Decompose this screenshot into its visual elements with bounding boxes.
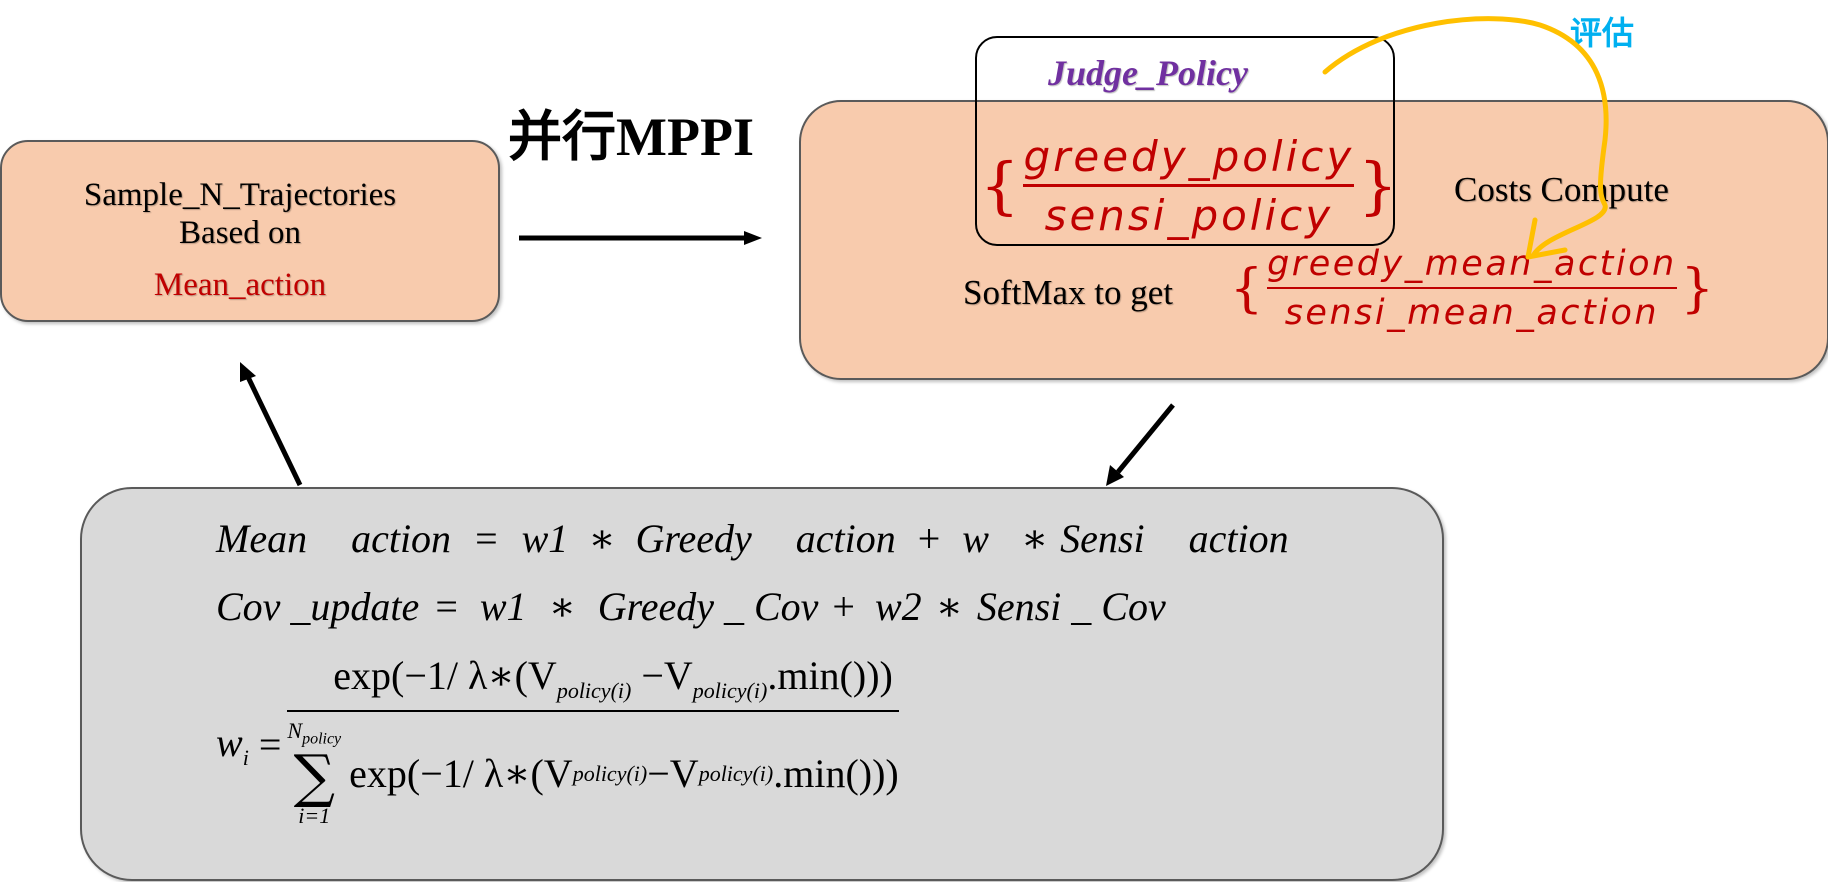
weight-equation: wi = exp(−1/ λ∗(Vpolicy(i) −Vpolicy(i).m… — [216, 652, 899, 827]
eq1-times-1: ∗ — [588, 516, 616, 561]
eq3-w: w — [216, 719, 243, 765]
mean-action-equation: Mean action = w1 ∗ Greedy action + w ∗ S… — [216, 515, 1289, 562]
eq3-equals: = — [258, 722, 282, 768]
left-brace-icon-2: { — [1230, 258, 1264, 319]
num-exp: exp(−1/ λ∗(V — [333, 653, 557, 698]
weight-fraction: exp(−1/ λ∗(Vpolicy(i) −Vpolicy(i).min())… — [287, 652, 899, 827]
mean-action-frac-bar — [1267, 287, 1677, 289]
arrow-right-icon — [519, 231, 762, 245]
eq1-greedy: Greedy — [635, 516, 752, 561]
eq1-times-2: ∗ — [1020, 516, 1049, 561]
eq2-times-1: ∗ — [548, 584, 576, 629]
den-sub-1: policy(i) — [572, 760, 648, 786]
eq2-plus: + — [832, 584, 855, 629]
greedy-mean-action: greedy_mean_action — [1267, 244, 1677, 284]
sample-line-1: Sample_N_Trajectories — [83, 177, 397, 213]
mean-action-label: Mean_action — [153, 267, 327, 303]
policy-evaluation-box — [799, 100, 1828, 380]
mean-action-frac: greedy_mean_action sensi_mean_action — [1267, 244, 1677, 333]
eq1-sensi: Sensi — [1060, 516, 1145, 561]
den-min: .min())) — [773, 751, 899, 797]
judge-policy-title: Judge_Policy — [1048, 53, 1248, 93]
policy-fraction: { greedy_policy sensi_policy } — [980, 132, 1398, 240]
eq1-sensi-action: action — [1188, 516, 1289, 561]
evaluation-label: 评估 — [1570, 14, 1635, 52]
right-brace-icon: } — [1358, 149, 1398, 222]
eq2-cov-update: Cov _update — [216, 584, 420, 629]
arrow-down-left-icon — [1106, 403, 1175, 486]
eq2-greedy-cov: Greedy _ Cov — [597, 584, 819, 629]
parallel-mppi-title: 并行MPPI — [508, 92, 754, 171]
eq1-equals: = — [475, 516, 498, 561]
sum-top-sub: policy — [302, 730, 342, 748]
sum-symbol-icon: ∑ — [293, 742, 335, 811]
den-exp: exp(−1/ λ∗(V — [349, 751, 573, 797]
policy-frac-bar — [1023, 184, 1355, 187]
eq2-equals: = — [435, 584, 458, 629]
weight-denominator: Npolicy ∑ i=1 exp(−1/ λ∗(V policy(i) −V po… — [287, 720, 898, 827]
num-sub-2: policy(i) — [692, 678, 768, 703]
update-equations-box — [80, 487, 1444, 881]
num-minus-v: −V — [631, 653, 693, 698]
eq1-action: action — [351, 516, 452, 561]
eq3-lhs: wi — [216, 719, 249, 771]
eq2-w2: w2 — [874, 584, 922, 629]
eq1-greedy-action: action — [795, 516, 896, 561]
parallel-title-cjk: 并行 — [508, 105, 616, 168]
eq1-w1: w1 — [521, 516, 569, 561]
eq1-w: w — [962, 516, 989, 561]
parallel-title-latin: MPPI — [616, 107, 754, 167]
sum-top: N — [287, 718, 303, 743]
eq2-times-2: ∗ — [935, 584, 963, 629]
eq2-sensi-cov: Sensi _ Cov — [976, 584, 1166, 629]
sum-operator: Npolicy ∑ i=1 — [287, 720, 341, 827]
sum-lower-limit: i=1 — [298, 803, 331, 829]
sample-trajectories-box: Sample_N_Trajectories Based on Mean_acti… — [0, 140, 500, 322]
mean-action-fraction: { greedy_mean_action sensi_mean_action } — [1230, 244, 1714, 333]
right-brace-icon-2: } — [1680, 258, 1714, 319]
greedy-policy: greedy_policy — [1023, 132, 1355, 181]
eq2-w1: w1 — [479, 584, 527, 629]
sensi-mean-action: sensi_mean_action — [1284, 293, 1660, 333]
den-sub-2: policy(i) — [698, 760, 774, 786]
eq1-plus: + — [917, 516, 941, 561]
softmax-label: SoftMax to get — [963, 273, 1173, 312]
left-brace-icon: { — [980, 149, 1020, 222]
costs-compute-label: Costs Compute — [1454, 170, 1669, 209]
sensi-policy: sensi_policy — [1044, 191, 1334, 240]
num-sub-1: policy(i) — [556, 678, 632, 703]
den-minus-v: −V — [647, 751, 699, 797]
cov-update-equation: Cov _update = w1 ∗ Greedy _ Cov + w2 ∗ S… — [216, 583, 1166, 630]
weight-numerator: exp(−1/ λ∗(Vpolicy(i) −Vpolicy(i).min())… — [293, 652, 893, 704]
sum-upper-limit: Npolicy — [287, 720, 341, 747]
weight-fraction-bar — [287, 710, 899, 712]
eq3-w-sub: i — [242, 744, 249, 770]
num-min: .min())) — [767, 653, 893, 698]
arrow-up-left-icon — [240, 362, 303, 487]
sample-line-2: Based on — [179, 215, 301, 251]
policy-frac: greedy_policy sensi_policy — [1023, 132, 1355, 240]
eq1-mean: Mean — [216, 516, 308, 561]
